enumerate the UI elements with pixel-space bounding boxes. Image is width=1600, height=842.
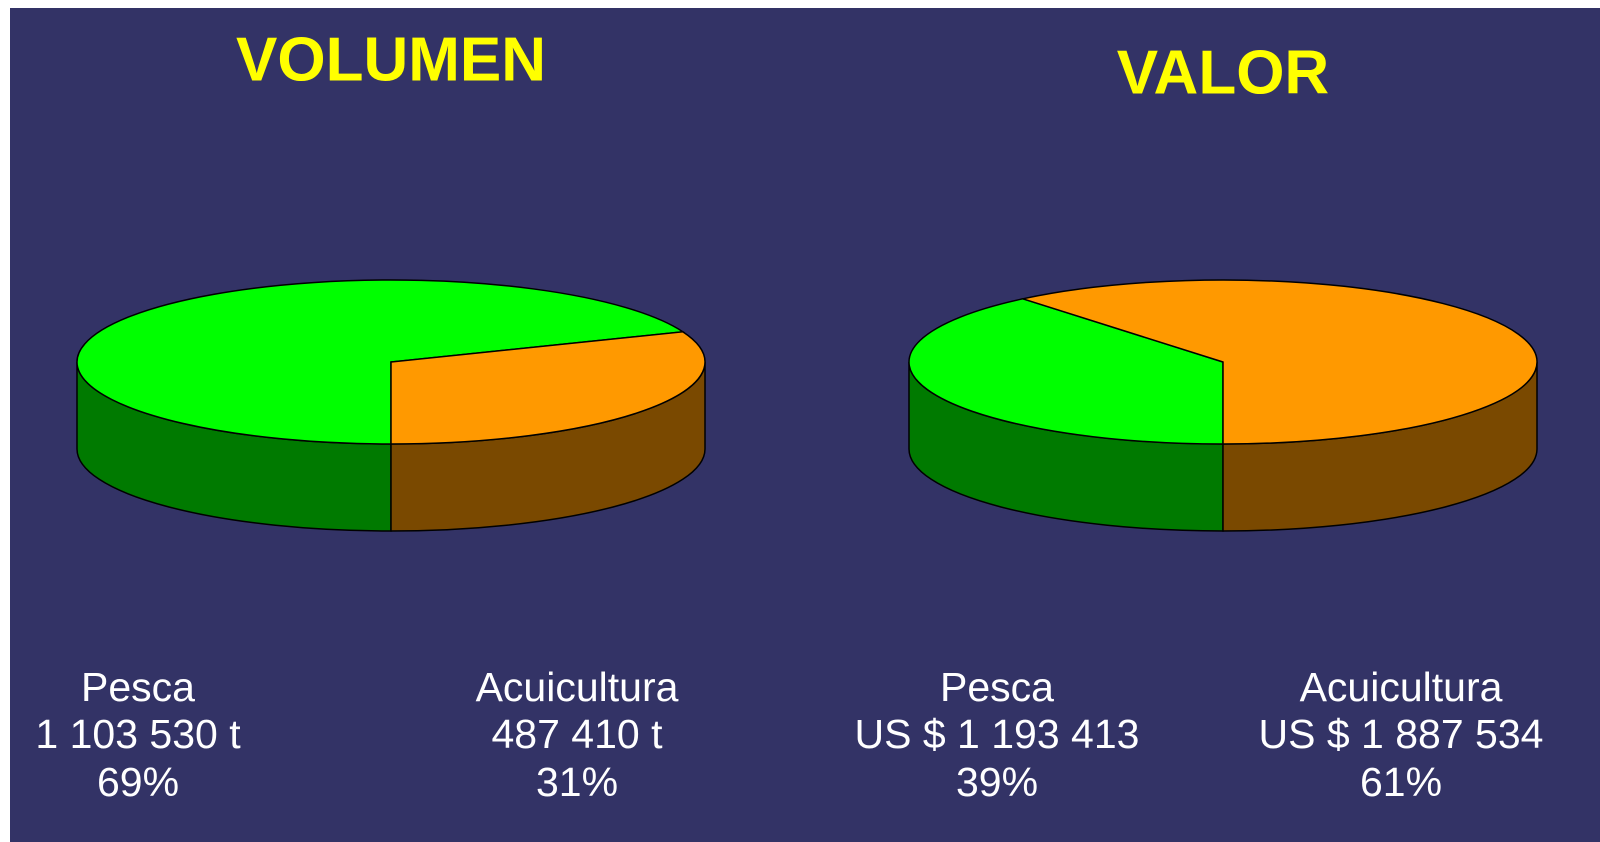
- pie-slice: [76, 279, 686, 445]
- category-label: Acuicultura: [476, 664, 679, 710]
- pie-slice: [1019, 279, 1538, 445]
- amount-label: 487 410 t: [492, 711, 664, 757]
- percent-label: 31%: [536, 759, 618, 805]
- category-label: Acuicultura: [1300, 664, 1503, 710]
- pie-slice: [908, 298, 1224, 445]
- amount-label: US $ 1 193 413: [855, 711, 1140, 757]
- percent-label: 39%: [956, 759, 1038, 805]
- chart-title: VALOR: [1117, 38, 1329, 107]
- amount-label: 1 103 530 t: [35, 711, 241, 757]
- amount-label: US $ 1 887 534: [1259, 711, 1544, 757]
- category-label: Pesca: [81, 664, 195, 710]
- category-label: Pesca: [940, 664, 1054, 710]
- percent-label: 69%: [97, 759, 179, 805]
- chart-title: VOLUMEN: [236, 25, 546, 94]
- percent-label: 61%: [1360, 759, 1442, 805]
- pie-slice: [390, 331, 706, 445]
